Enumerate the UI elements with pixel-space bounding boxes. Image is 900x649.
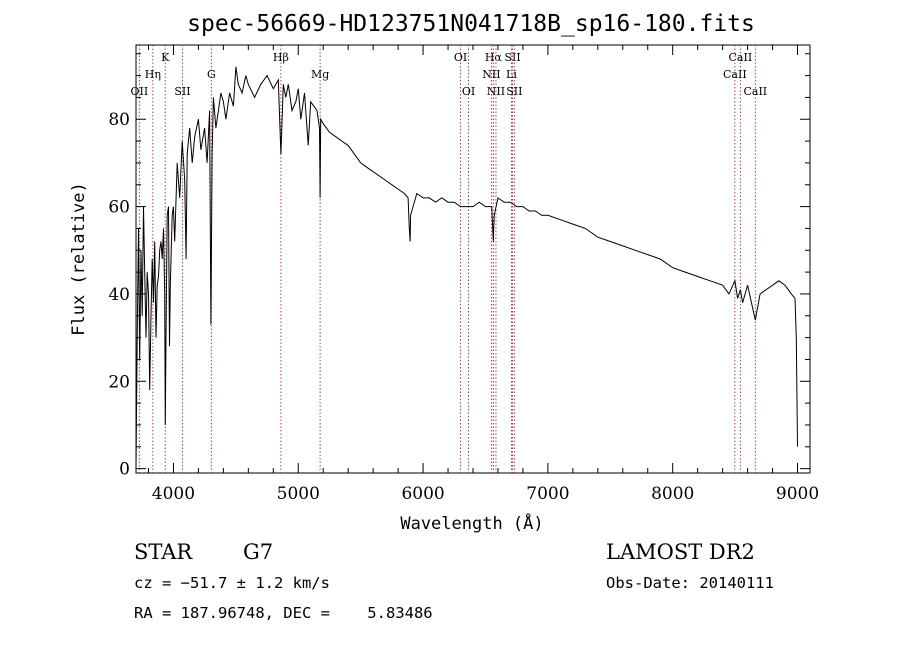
- line-marker-label: NII: [482, 68, 500, 81]
- line-marker-label: CaII: [723, 68, 747, 81]
- coordinates: RA = 187.96748, DEC = 5.83486: [134, 604, 433, 622]
- line-marker-label: CaII: [743, 85, 767, 98]
- x-tick-label: 9000: [776, 484, 819, 504]
- line-marker-label: Mg: [311, 68, 329, 81]
- line-marker-label: SII: [174, 85, 190, 98]
- y-tick-label: 0: [119, 460, 130, 480]
- y-axis-label: Flux (relative): [69, 182, 89, 336]
- line-marker-label: Hβ: [273, 51, 289, 64]
- redshift-info: cz = −51.7 ± 1.2 km/s: [134, 574, 330, 592]
- observation-date: Obs-Date: 20140111: [606, 574, 774, 592]
- y-tick-label: 60: [108, 198, 130, 218]
- x-tick-label: 6000: [401, 484, 444, 504]
- line-marker-label: CaII: [729, 51, 753, 64]
- line-marker-label: Li: [506, 68, 517, 81]
- x-axis-label: Wavelength (Å): [400, 512, 543, 534]
- x-tick-label: 4000: [152, 484, 195, 504]
- line-marker-label: Hα: [485, 51, 503, 64]
- line-marker-label: G: [207, 68, 216, 81]
- object-type: STAR: [134, 540, 193, 564]
- line-marker-label: SII: [504, 51, 520, 64]
- line-marker-label: OII: [131, 85, 149, 98]
- line-marker-label: SII: [506, 85, 522, 98]
- x-tick-label: 7000: [526, 484, 569, 504]
- chart-title: spec-56669-HD123751N041718B_sp16-180.fit…: [187, 11, 755, 37]
- emission-line-markers: OIIHηKSIIGHβMgOIOIHαNIINIISIILiSIICaIICa…: [131, 45, 767, 473]
- y-tick-label: 20: [108, 372, 130, 392]
- line-marker-label: Hη: [145, 68, 161, 81]
- spectral-subclass: G7: [243, 540, 274, 564]
- spectrum-line: [135, 66, 798, 469]
- y-tick-label: 40: [108, 285, 130, 305]
- line-marker-label: NII: [487, 85, 505, 98]
- line-marker-label: OI: [462, 85, 475, 98]
- y-tick-label: 80: [108, 110, 130, 130]
- x-tick-label: 5000: [277, 484, 320, 504]
- plot-frame: [135, 44, 811, 474]
- line-marker-label: OI: [454, 51, 467, 64]
- line-marker-label: K: [161, 51, 170, 64]
- x-tick-label: 8000: [651, 484, 694, 504]
- survey-name: LAMOST DR2: [606, 540, 755, 564]
